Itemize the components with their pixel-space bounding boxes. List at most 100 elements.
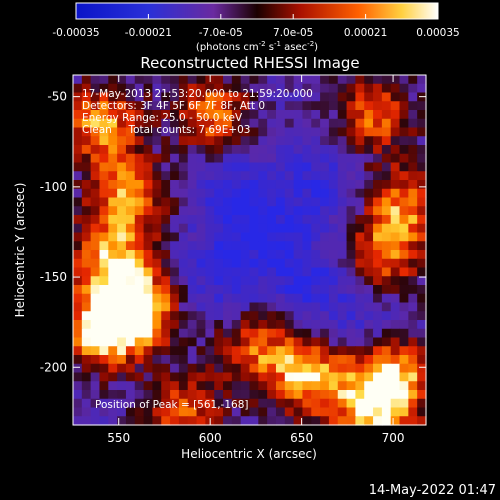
heatmap-cell: [223, 241, 233, 251]
heatmap-cell: [178, 180, 189, 190]
heatmap-cell: [284, 416, 295, 426]
heatmap-cell: [90, 276, 101, 286]
heatmap-cell: [399, 83, 409, 94]
heatmap-cell: [161, 145, 171, 155]
heatmap-cell: [223, 372, 233, 382]
heatmap-cell: [187, 302, 198, 312]
heatmap-cell: [302, 241, 312, 251]
heatmap-cell: [81, 320, 92, 330]
heatmap-cell: [117, 381, 127, 391]
heatmap-cell: [364, 293, 374, 304]
heatmap-cell: [240, 416, 251, 426]
heatmap-cell: [311, 83, 321, 94]
heatmap-cell: [328, 346, 339, 356]
heatmap-cell: [311, 118, 321, 129]
heatmap-cell: [231, 337, 242, 347]
heatmap-cell: [364, 363, 374, 374]
heatmap-cell: [328, 83, 339, 94]
heatmap-cell: [364, 215, 374, 225]
heatmap-cell: [346, 241, 356, 251]
heatmap-cell: [125, 381, 136, 391]
heatmap-cell: [223, 110, 233, 120]
heatmap-cell: [399, 188, 409, 199]
heatmap-cell: [205, 127, 215, 137]
heatmap-cell: [390, 180, 401, 190]
heatmap-cell: [196, 302, 206, 312]
heatmap-cell: [408, 407, 418, 417]
heatmap-cell: [240, 285, 251, 295]
heatmap-cell: [355, 381, 365, 391]
heatmap-cell: [73, 153, 83, 164]
heatmap-cell: [99, 188, 109, 199]
heatmap-cell: [73, 136, 83, 146]
heatmap-cell: [373, 110, 383, 120]
heatmap-cell: [178, 215, 189, 225]
heatmap-cell: [328, 250, 339, 260]
heatmap-cell: [178, 241, 189, 251]
heatmap-cell: [178, 162, 189, 172]
heatmap-cell: [293, 197, 304, 207]
heatmap-cell: [196, 407, 206, 417]
heatmap-cell: [390, 101, 401, 111]
heatmap-cell: [178, 188, 189, 199]
heatmap-cell: [73, 390, 83, 400]
heatmap-cell: [108, 101, 118, 111]
heatmap-cell: [134, 171, 145, 181]
heatmap-cell: [117, 320, 127, 330]
heatmap-cell: [302, 372, 312, 382]
heatmap-cell: [417, 355, 427, 365]
heatmap-cell: [346, 180, 356, 190]
heatmap-cell: [355, 118, 365, 129]
heatmap-cell: [81, 136, 92, 146]
heatmap-cell: [320, 83, 330, 94]
heatmap-cell: [108, 171, 118, 181]
heatmap-cell: [337, 320, 348, 330]
heatmap-cell: [293, 416, 304, 426]
heatmap-cell: [214, 101, 224, 111]
heatmap-cell: [214, 363, 224, 374]
heatmap-cell: [258, 276, 268, 286]
heatmap-cell: [170, 267, 180, 277]
heatmap-cell: [134, 223, 145, 234]
heatmap-cell: [170, 145, 180, 155]
heatmap-cell: [364, 127, 374, 137]
heatmap-cell: [214, 83, 224, 94]
heatmap-cell: [108, 363, 118, 374]
heatmap-cell: [170, 136, 180, 146]
heatmap-cell: [328, 363, 339, 374]
heatmap-cell: [196, 416, 206, 426]
heatmap-cell: [196, 197, 206, 207]
heatmap-cell: [240, 206, 251, 216]
heatmap-cell: [337, 153, 348, 164]
heatmap-cell: [90, 285, 101, 295]
heatmap-cell: [258, 372, 268, 382]
heatmap-cell: [161, 372, 171, 382]
heatmap-cell: [143, 92, 154, 102]
heatmap-cell: [134, 136, 145, 146]
heatmap-cell: [99, 372, 109, 382]
heatmap-cell: [399, 127, 409, 137]
heatmap-cell: [381, 355, 392, 365]
heatmap-cell: [364, 258, 374, 269]
heatmap-cell: [408, 267, 418, 277]
heatmap-cell: [408, 390, 418, 400]
heatmap-cell: [408, 171, 418, 181]
heatmap-cell: [231, 381, 242, 391]
heatmap-cell: [143, 232, 154, 242]
heatmap-cell: [161, 363, 171, 374]
heatmap-cell: [267, 311, 277, 321]
heatmap-cell: [302, 197, 312, 207]
heatmap-cell: [267, 83, 277, 94]
heatmap-cell: [399, 320, 409, 330]
heatmap-cell: [284, 328, 295, 339]
heatmap-cell: [214, 110, 224, 120]
heatmap-cell: [302, 328, 312, 339]
heatmap-cell: [161, 92, 171, 102]
heatmap-cell: [355, 241, 365, 251]
heatmap-cell: [373, 75, 383, 85]
heatmap-cell: [249, 118, 259, 129]
heatmap-cell: [90, 311, 101, 321]
heatmap-cell: [99, 206, 109, 216]
heatmap-cell: [328, 223, 339, 234]
heatmap-cell: [90, 92, 101, 102]
